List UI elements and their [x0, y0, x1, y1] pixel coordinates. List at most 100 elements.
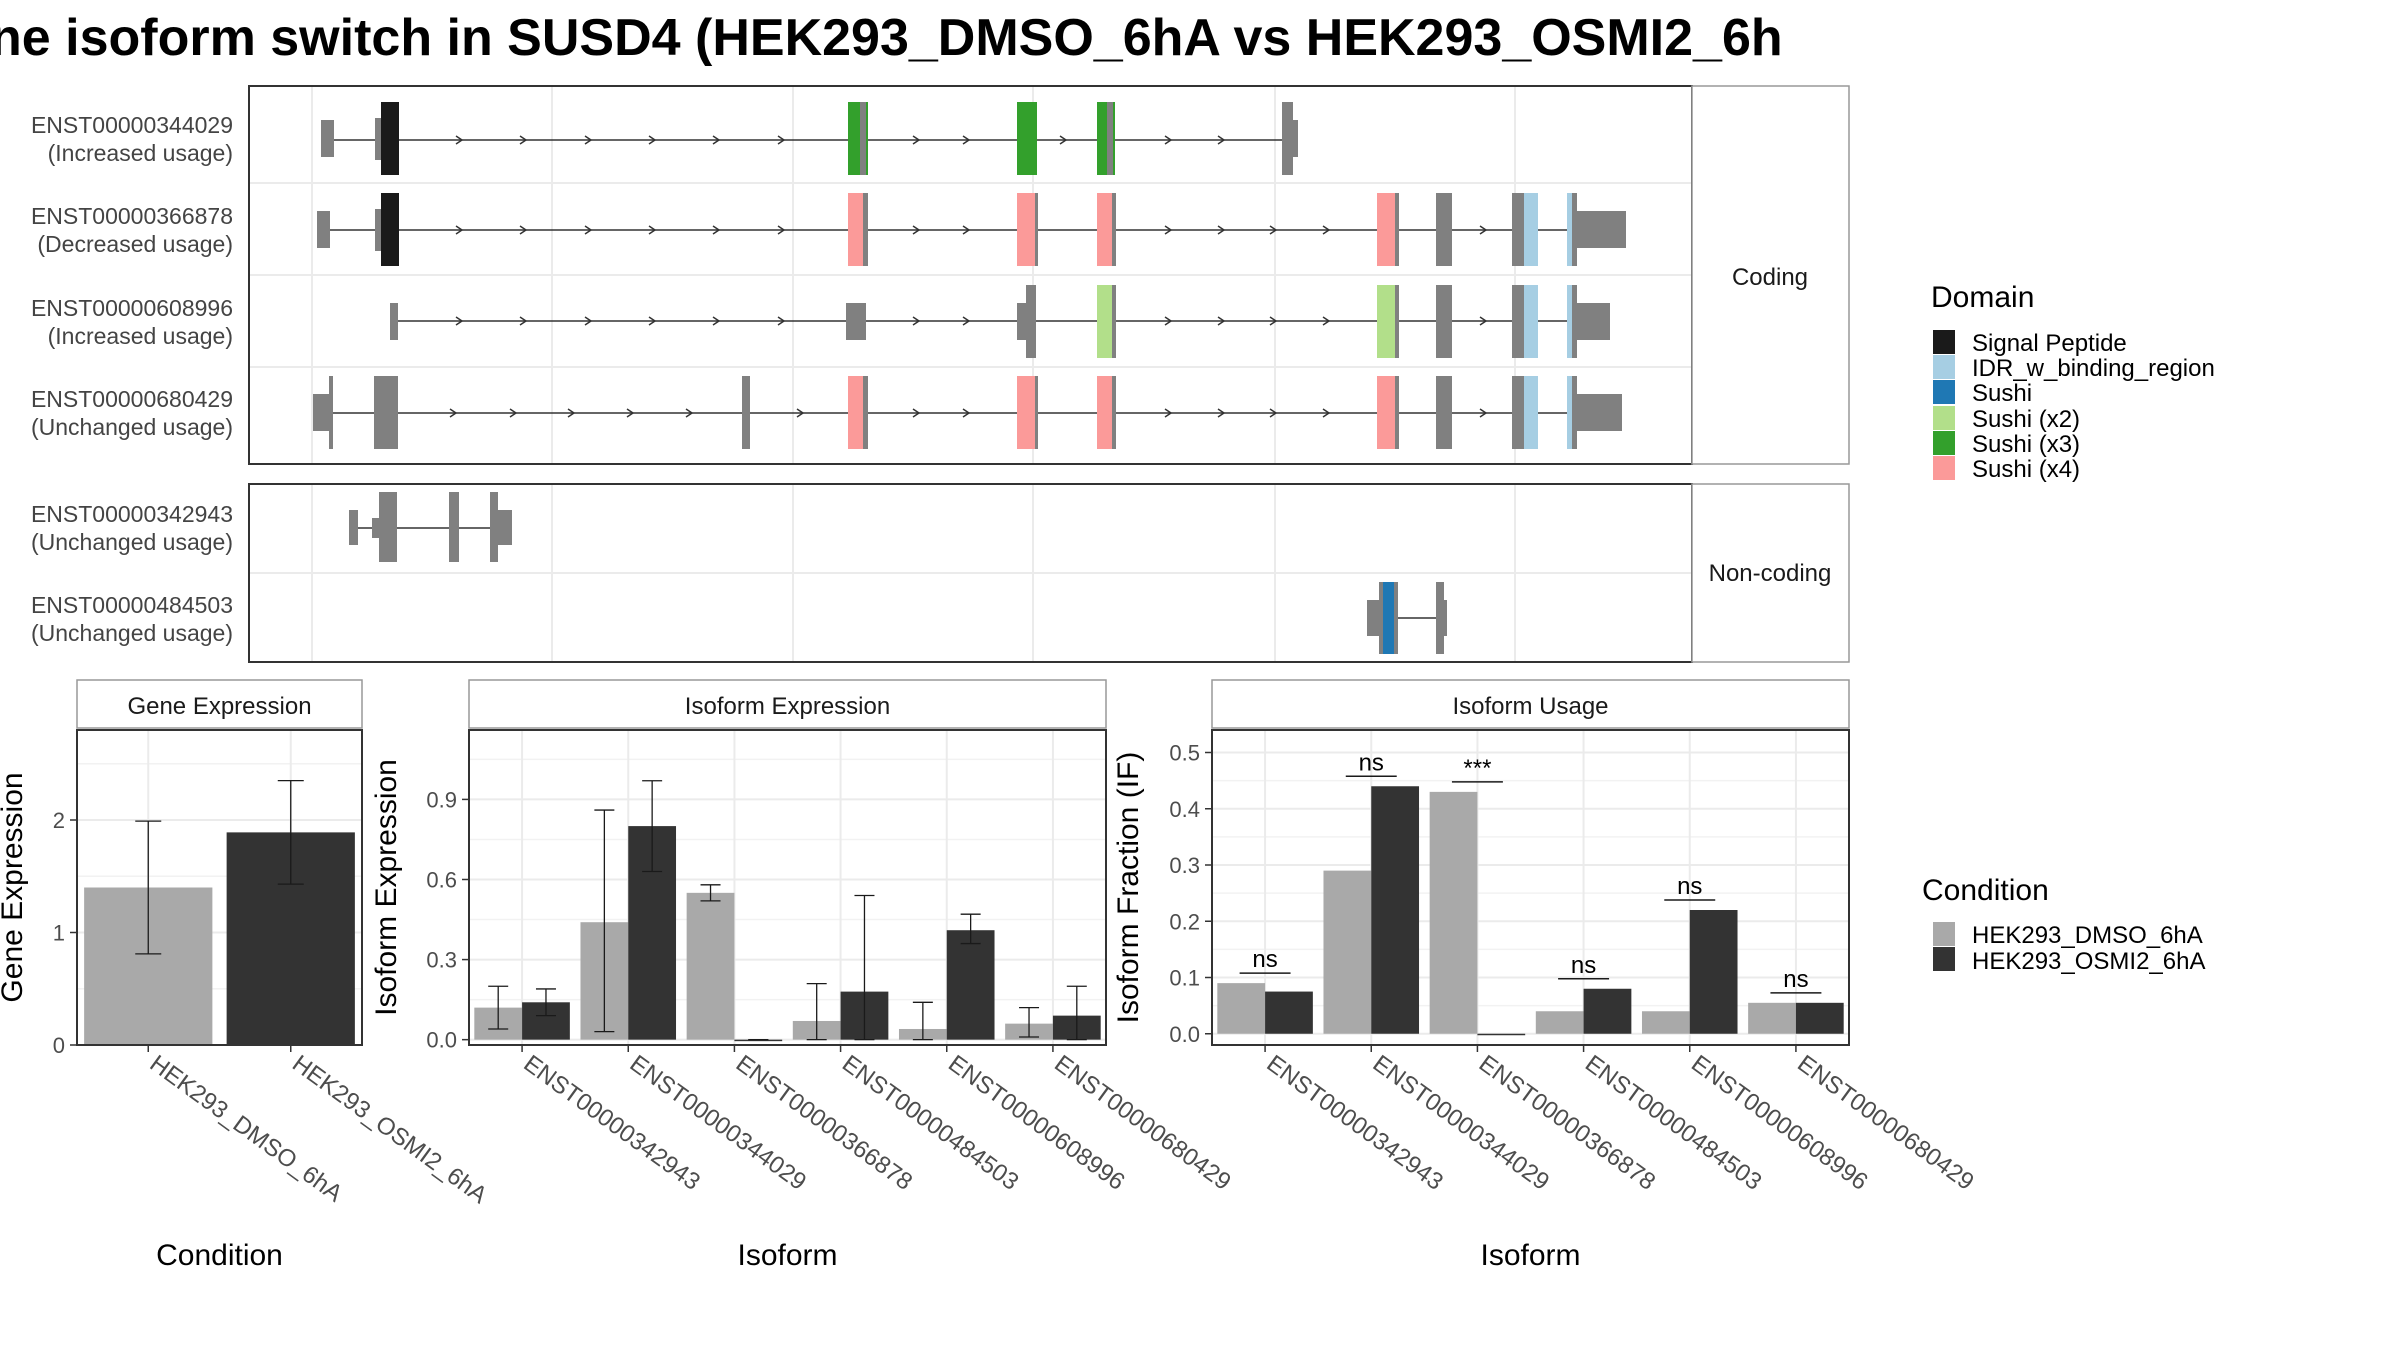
exon: [1572, 394, 1622, 431]
legend-label: Sushi (x2): [1972, 406, 2080, 433]
bar: [1323, 870, 1372, 1034]
exon: [1112, 193, 1116, 266]
significance-label: ns: [1359, 749, 1384, 776]
exon: [1436, 376, 1452, 449]
bar: [734, 1039, 783, 1042]
domain-sushi-x2: [1097, 285, 1115, 358]
transcript-id-label: ENST00000342943: [31, 501, 233, 527]
chart-title: Isoform Expression: [685, 693, 890, 720]
exon: [1512, 285, 1525, 358]
condition-legend: Condition HEK293_DMSO_6hA HEK293_OSMI2_6…: [1922, 874, 2205, 975]
legend-label: HEK293_OSMI2_6hA: [1972, 948, 2205, 975]
significance-label: ns: [1571, 952, 1596, 979]
y-tick-label: 0: [53, 1033, 65, 1058]
domain-idr: [1567, 285, 1572, 358]
exon: [374, 376, 398, 449]
bar: [1535, 1011, 1584, 1034]
exon: [1379, 582, 1384, 654]
transcript-id-label: ENST00000608996: [31, 295, 233, 321]
transcript-usage-label: (Increased usage): [48, 140, 233, 166]
transcript-track: [390, 285, 1610, 358]
exon: [1026, 285, 1036, 358]
y-tick-label: 0.3: [426, 948, 457, 973]
domain-sushi: [1383, 582, 1395, 654]
exon: [490, 492, 498, 562]
bar: [686, 892, 735, 1040]
legend-label: Sushi (x4): [1972, 456, 2080, 483]
domain-signal-peptide: [381, 102, 399, 175]
bar: [946, 930, 995, 1040]
y-tick-label: 0.0: [1169, 1022, 1200, 1047]
exon: [1367, 600, 1381, 636]
coding-strip-label: Coding: [1732, 264, 1808, 291]
exon: [1394, 582, 1398, 654]
y-axis-title: Isoform Expression: [370, 759, 403, 1016]
exon: [390, 303, 398, 340]
x-tick-label: ENST00000484503: [837, 1050, 1023, 1196]
isoform-expression-chart: Isoform Expression 0.0 0.3 0.6 0.9 ENST000003…: [370, 679, 1236, 1272]
x-tick-label: ENST00000366878: [1474, 1050, 1660, 1196]
exon: [321, 120, 334, 157]
exon: [1443, 600, 1447, 636]
exon: [1395, 376, 1399, 449]
y-tick-label: 0.0: [426, 1028, 457, 1053]
exon: [863, 193, 868, 266]
facet-strip: [468, 679, 1107, 729]
domain-idr: [1524, 285, 1538, 358]
y-tick-label: 0.3: [1169, 853, 1200, 878]
exon: [375, 209, 383, 251]
legend-swatch: [1933, 355, 1955, 379]
transcript-track: [313, 376, 1622, 449]
exon: [317, 211, 330, 248]
figure-title: ne isoform switch in SUSD4 (HEK293_DMSO_…: [0, 9, 1783, 67]
x-tick-label: ENST00000342943: [1262, 1050, 1448, 1196]
exon: [1035, 193, 1038, 266]
exon: [1512, 193, 1525, 266]
exon: [742, 376, 750, 449]
transcript-id-label: ENST00000484503: [31, 592, 233, 618]
bar: [1795, 1002, 1844, 1034]
bar: [1265, 991, 1313, 1034]
x-tick-label: ENST00000680429: [1792, 1050, 1978, 1196]
legend-swatch: [1933, 330, 1955, 354]
legend-swatch: [1933, 922, 1955, 946]
bar: [1583, 988, 1632, 1034]
exon: [1290, 120, 1298, 157]
domain-idr: [1567, 376, 1572, 449]
plot-border: [76, 729, 363, 1046]
domain-sushi-x4: [1097, 376, 1115, 449]
transcript-track: [317, 193, 1626, 266]
domain-sushi-x4: [1017, 193, 1037, 266]
exon: [860, 102, 866, 175]
noncoding-strip: [1691, 483, 1850, 663]
exon: [1436, 582, 1444, 654]
legend-swatch: [1933, 380, 1955, 404]
transcript-usage-label: (Unchanged usage): [31, 620, 233, 646]
x-tick-label: ENST00000344029: [1368, 1050, 1554, 1196]
domain-sushi-x3: [1017, 102, 1037, 175]
isoform-usage-chart: Isoform Usage 0.0 0.1 0.2 0.3 0.4 0.5 ns ns *** ns…: [1112, 679, 1979, 1272]
legend-label: IDR_w_binding_region: [1972, 355, 2215, 382]
domain-sushi-x4: [1377, 376, 1397, 449]
y-tick-label: 0.2: [1169, 909, 1200, 934]
transcript-usage-label: (Increased usage): [48, 323, 233, 349]
exon: [1572, 211, 1626, 248]
y-tick-label: 1: [53, 921, 65, 946]
x-tick-label: ENST00000344029: [625, 1050, 811, 1196]
condition-legend-title: Condition: [1922, 874, 2049, 907]
transcript-track: [349, 492, 512, 562]
exon: [379, 492, 397, 562]
domain-idr: [1524, 376, 1538, 449]
exon: [1282, 102, 1293, 175]
legend-swatch: [1933, 431, 1955, 455]
y-tick-label: 0.9: [426, 787, 457, 812]
x-axis-title: Condition: [156, 1239, 283, 1272]
x-tick-label: ENST00000366878: [731, 1050, 917, 1196]
exon: [1436, 285, 1452, 358]
y-tick-label: 0.4: [1169, 797, 1200, 822]
exon: [372, 518, 380, 538]
plot-border: [468, 729, 1107, 1046]
exon: [1395, 193, 1399, 266]
facet-strip: [76, 679, 363, 729]
